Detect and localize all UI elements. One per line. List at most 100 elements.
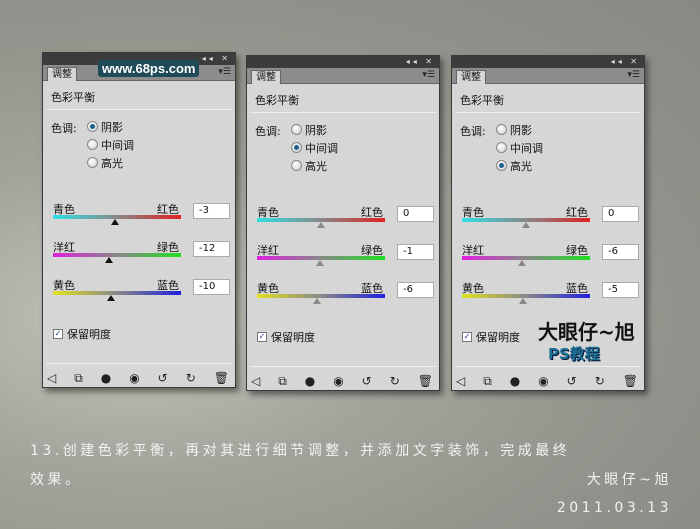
- tone-radio-0[interactable]: [496, 124, 507, 135]
- slider-value-input[interactable]: 0: [397, 206, 434, 222]
- divider: [46, 109, 232, 110]
- slider-thumb[interactable]: [518, 298, 527, 304]
- panel-titlebar-icons[interactable]: ◂◂ ✕: [452, 56, 644, 68]
- tone-radio-2[interactable]: [291, 160, 302, 171]
- slider-right-label: 蓝色: [566, 282, 588, 295]
- slider-value-input[interactable]: -10: [193, 279, 230, 295]
- tone-label-2[interactable]: 高光: [305, 160, 327, 173]
- slider-left-label: 洋红: [257, 244, 279, 257]
- watermark: www.68ps.com: [98, 60, 200, 77]
- color-balance-panel: ◂◂ ✕ 调整 ▾☰ 色彩平衡 色调: 阴影 中间调 高光 青色 红色 0 洋红 绿色 -6 黄色 蓝色 -5 ✓…: [451, 55, 645, 391]
- eye-icon[interactable]: ◉: [538, 374, 549, 388]
- preserve-luminosity-checkbox[interactable]: ✓: [53, 329, 63, 339]
- slider-thumb[interactable]: [105, 257, 114, 263]
- back-icon[interactable]: ◁: [251, 374, 261, 388]
- tone-label-1[interactable]: 中间调: [510, 142, 543, 155]
- trash-icon[interactable]: 🗑: [417, 374, 433, 388]
- preserve-luminosity-checkbox[interactable]: ✓: [257, 332, 267, 342]
- visibility-mask-icon[interactable]: ●: [100, 371, 112, 385]
- tone-label-0[interactable]: 阴影: [305, 124, 327, 137]
- divider: [250, 112, 436, 113]
- slider-value-input[interactable]: -1: [397, 244, 434, 260]
- visibility-mask-icon[interactable]: ●: [509, 374, 521, 388]
- tone-label-2[interactable]: 高光: [101, 157, 123, 170]
- slider-left-label: 青色: [53, 203, 75, 216]
- tab-adjustments[interactable]: 调整: [47, 67, 77, 81]
- eye-icon[interactable]: ◉: [129, 371, 140, 385]
- tone-radio-0[interactable]: [291, 124, 302, 135]
- previous-state-icon[interactable]: ↺: [361, 374, 372, 388]
- tone-label: 色调:: [51, 122, 77, 135]
- slider-right-label: 绿色: [361, 244, 383, 257]
- slider-track[interactable]: [462, 294, 590, 298]
- tone-label-1[interactable]: 中间调: [101, 139, 134, 152]
- caption-date: 2011.03.13: [556, 500, 672, 516]
- slider-thumb[interactable]: [317, 222, 325, 228]
- preserve-luminosity-checkbox[interactable]: ✓: [462, 332, 472, 342]
- back-icon[interactable]: ◁: [47, 371, 57, 385]
- tone-label: 色调:: [460, 125, 486, 138]
- tone-radio-1[interactable]: [87, 139, 98, 150]
- slider-track[interactable]: [257, 256, 385, 260]
- slider-track[interactable]: [257, 218, 385, 222]
- slider-value-input[interactable]: -6: [602, 244, 639, 260]
- tone-label-2[interactable]: 高光: [510, 160, 532, 173]
- divider: [455, 366, 641, 367]
- slider-value-input[interactable]: -3: [193, 203, 230, 219]
- slider-left-label: 黄色: [53, 279, 75, 292]
- slider-left-label: 洋红: [462, 244, 484, 257]
- slider-right-label: 红色: [157, 203, 179, 216]
- slider-right-label: 绿色: [157, 241, 179, 254]
- previous-state-icon[interactable]: ↺: [157, 371, 168, 385]
- slider-track[interactable]: [257, 294, 385, 298]
- slider-thumb[interactable]: [522, 222, 530, 228]
- slider-value-input[interactable]: -6: [397, 282, 434, 298]
- panel-menu-icon[interactable]: ▾☰: [422, 70, 435, 80]
- slider-thumb[interactable]: [518, 260, 527, 266]
- clip-icon[interactable]: ⧉: [483, 374, 492, 388]
- panel-menu-icon[interactable]: ▾☰: [627, 70, 640, 80]
- panel-titlebar-icons[interactable]: ◂◂ ✕: [247, 56, 439, 68]
- tab-adjustments[interactable]: 调整: [456, 70, 486, 84]
- tone-radio-0[interactable]: [87, 121, 98, 132]
- visibility-mask-icon[interactable]: ●: [304, 374, 316, 388]
- slider-value-input[interactable]: -12: [193, 241, 230, 257]
- tone-radio-2[interactable]: [87, 157, 98, 168]
- slider-track[interactable]: [462, 256, 590, 260]
- slider-thumb[interactable]: [316, 260, 325, 266]
- slider-track[interactable]: [53, 253, 181, 257]
- reset-icon[interactable]: ↻: [594, 374, 605, 388]
- slider-track[interactable]: [53, 215, 181, 219]
- clip-icon[interactable]: ⧉: [278, 374, 287, 388]
- slider-thumb[interactable]: [313, 298, 322, 304]
- slider-thumb[interactable]: [111, 219, 120, 225]
- trash-icon[interactable]: 🗑: [213, 371, 229, 385]
- reset-icon[interactable]: ↻: [389, 374, 400, 388]
- tone-radio-2[interactable]: [496, 160, 507, 171]
- reset-icon[interactable]: ↻: [185, 371, 196, 385]
- trash-icon[interactable]: 🗑: [622, 374, 638, 388]
- bottom-toolbar: ◁ ⧉ ● ◉ ↺ ↻ 🗑: [456, 374, 638, 389]
- slider-right-label: 红色: [361, 206, 383, 219]
- caption-author: 大眼仔~旭: [586, 472, 672, 488]
- slider-value-input[interactable]: 0: [602, 206, 639, 222]
- tone-label-1[interactable]: 中间调: [305, 142, 338, 155]
- panel-title: 色彩平衡: [51, 91, 95, 104]
- eye-icon[interactable]: ◉: [333, 374, 344, 388]
- back-icon[interactable]: ◁: [456, 374, 466, 388]
- tone-radio-1[interactable]: [496, 142, 507, 153]
- slider-left-label: 黄色: [257, 282, 279, 295]
- slider-track[interactable]: [462, 218, 590, 222]
- panel-menu-icon[interactable]: ▾☰: [218, 67, 231, 77]
- tone-label-0[interactable]: 阴影: [101, 121, 123, 134]
- slider-thumb[interactable]: [106, 295, 115, 301]
- color-balance-panel: ◂◂ ✕ 调整 ▾☰ 色彩平衡 色调: 阴影 中间调 高光 青色 红色 -3 洋红 绿色 -12 黄色 蓝色 -…: [42, 52, 236, 388]
- slider-track[interactable]: [53, 291, 181, 295]
- previous-state-icon[interactable]: ↺: [566, 374, 577, 388]
- tab-adjustments[interactable]: 调整: [251, 70, 281, 84]
- preserve-luminosity-label: 保留明度: [271, 331, 315, 344]
- clip-icon[interactable]: ⧉: [74, 371, 83, 385]
- tone-label-0[interactable]: 阴影: [510, 124, 532, 137]
- tone-radio-1[interactable]: [291, 142, 302, 153]
- slider-value-input[interactable]: -5: [602, 282, 639, 298]
